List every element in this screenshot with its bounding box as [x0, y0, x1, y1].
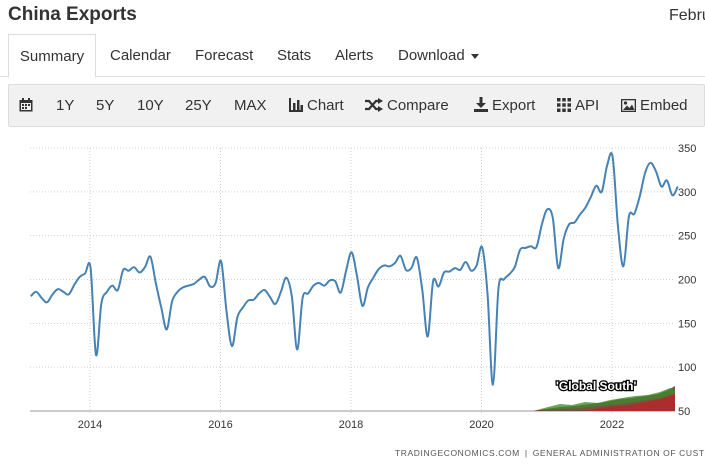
- x-tick-label: 2018: [339, 419, 363, 431]
- range-25y-button[interactable]: 25Y: [185, 97, 212, 114]
- bar-chart-icon: [289, 98, 303, 112]
- range-max-button[interactable]: MAX: [234, 97, 267, 114]
- overlay-area-red: [585, 394, 675, 411]
- x-tick-label: 2016: [208, 419, 232, 431]
- source-attribution: TRADINGECONOMICS.COM | GENERAL ADMINISTRAT…: [395, 448, 705, 458]
- embed-button-label: Embed: [640, 97, 688, 114]
- y-tick-label: 300: [678, 187, 696, 199]
- calendar-button[interactable]: [19, 85, 37, 126]
- export-button-label: Export: [492, 97, 536, 114]
- image-icon: [620, 98, 637, 113]
- chart-area: 50 100 150 200 250 300 350 2014 2016 2018 2020 202…: [0, 128, 705, 468]
- date-text: Febru: [669, 7, 705, 24]
- shuffle-icon: [365, 98, 383, 112]
- tab-calendar[interactable]: Calendar: [110, 34, 171, 77]
- embed-button[interactable]: Embed: [620, 85, 688, 126]
- chart-button[interactable]: Chart: [289, 85, 344, 126]
- compare-button[interactable]: Compare: [365, 85, 449, 126]
- calendar-icon: [19, 98, 33, 112]
- overlay-area-green: [533, 388, 675, 411]
- overlay-label: 'Global South': [556, 379, 637, 393]
- api-button[interactable]: API: [557, 85, 599, 126]
- tab-stats[interactable]: Stats: [277, 34, 311, 77]
- tab-calendar-label: Calendar: [110, 47, 171, 64]
- y-tick-label: 50: [678, 406, 690, 418]
- global-south-overlay: 'Global South': [533, 378, 675, 411]
- y-tick-label: 350: [678, 143, 696, 155]
- source-right: GENERAL ADMINISTRATION OF CUSTOMS: [532, 448, 705, 458]
- x-tick-label: 2022: [600, 419, 624, 431]
- range-1y-button[interactable]: 1Y: [56, 97, 75, 114]
- chevron-down-icon: [470, 53, 479, 59]
- tab-summary[interactable]: Summary: [8, 34, 96, 78]
- title-bar: China Exports Febru: [0, 0, 705, 34]
- tab-download-label: Download: [398, 47, 465, 64]
- tab-download[interactable]: Download: [398, 34, 479, 77]
- y-tick-label: 100: [678, 362, 696, 374]
- series-line: [30, 151, 679, 386]
- tab-forecast-label: Forecast: [195, 47, 254, 64]
- api-button-label: API: [575, 97, 600, 114]
- export-button[interactable]: Export: [474, 85, 535, 126]
- grid-icon: [557, 98, 571, 112]
- chart-button-label: Chart: [307, 97, 344, 114]
- y-tick-label: 200: [678, 275, 696, 287]
- x-tick-label: 2014: [78, 419, 102, 431]
- download-icon: [474, 97, 488, 112]
- y-tick-label: 150: [678, 318, 696, 330]
- range-10y-button[interactable]: 10Y: [137, 97, 164, 114]
- compare-button-label: Compare: [387, 97, 449, 114]
- tab-forecast[interactable]: Forecast: [195, 34, 253, 77]
- range-5y-button[interactable]: 5Y: [96, 97, 115, 114]
- source-left: TRADINGECONOMICS.COM: [395, 448, 520, 458]
- page-title: China Exports: [8, 4, 137, 25]
- tab-stats-label: Stats: [277, 47, 312, 64]
- y-tick-label: 250: [678, 231, 696, 243]
- tab-summary-label: Summary: [19, 48, 85, 65]
- toolbar: 1Y 5Y 10Y 25Y MAX Chart Compare Export A…: [8, 84, 705, 127]
- tab-alerts[interactable]: Alerts: [335, 34, 373, 77]
- tab-bar: Summary Calendar Forecast Stats Alerts D…: [0, 34, 705, 78]
- tab-alerts-label: Alerts: [335, 47, 374, 64]
- x-tick-label: 2020: [469, 419, 493, 431]
- line-chart: 50 100 150 200 250 300 350 2014 2016 2018 2020 202…: [30, 143, 696, 431]
- source-separator: |: [524, 448, 528, 458]
